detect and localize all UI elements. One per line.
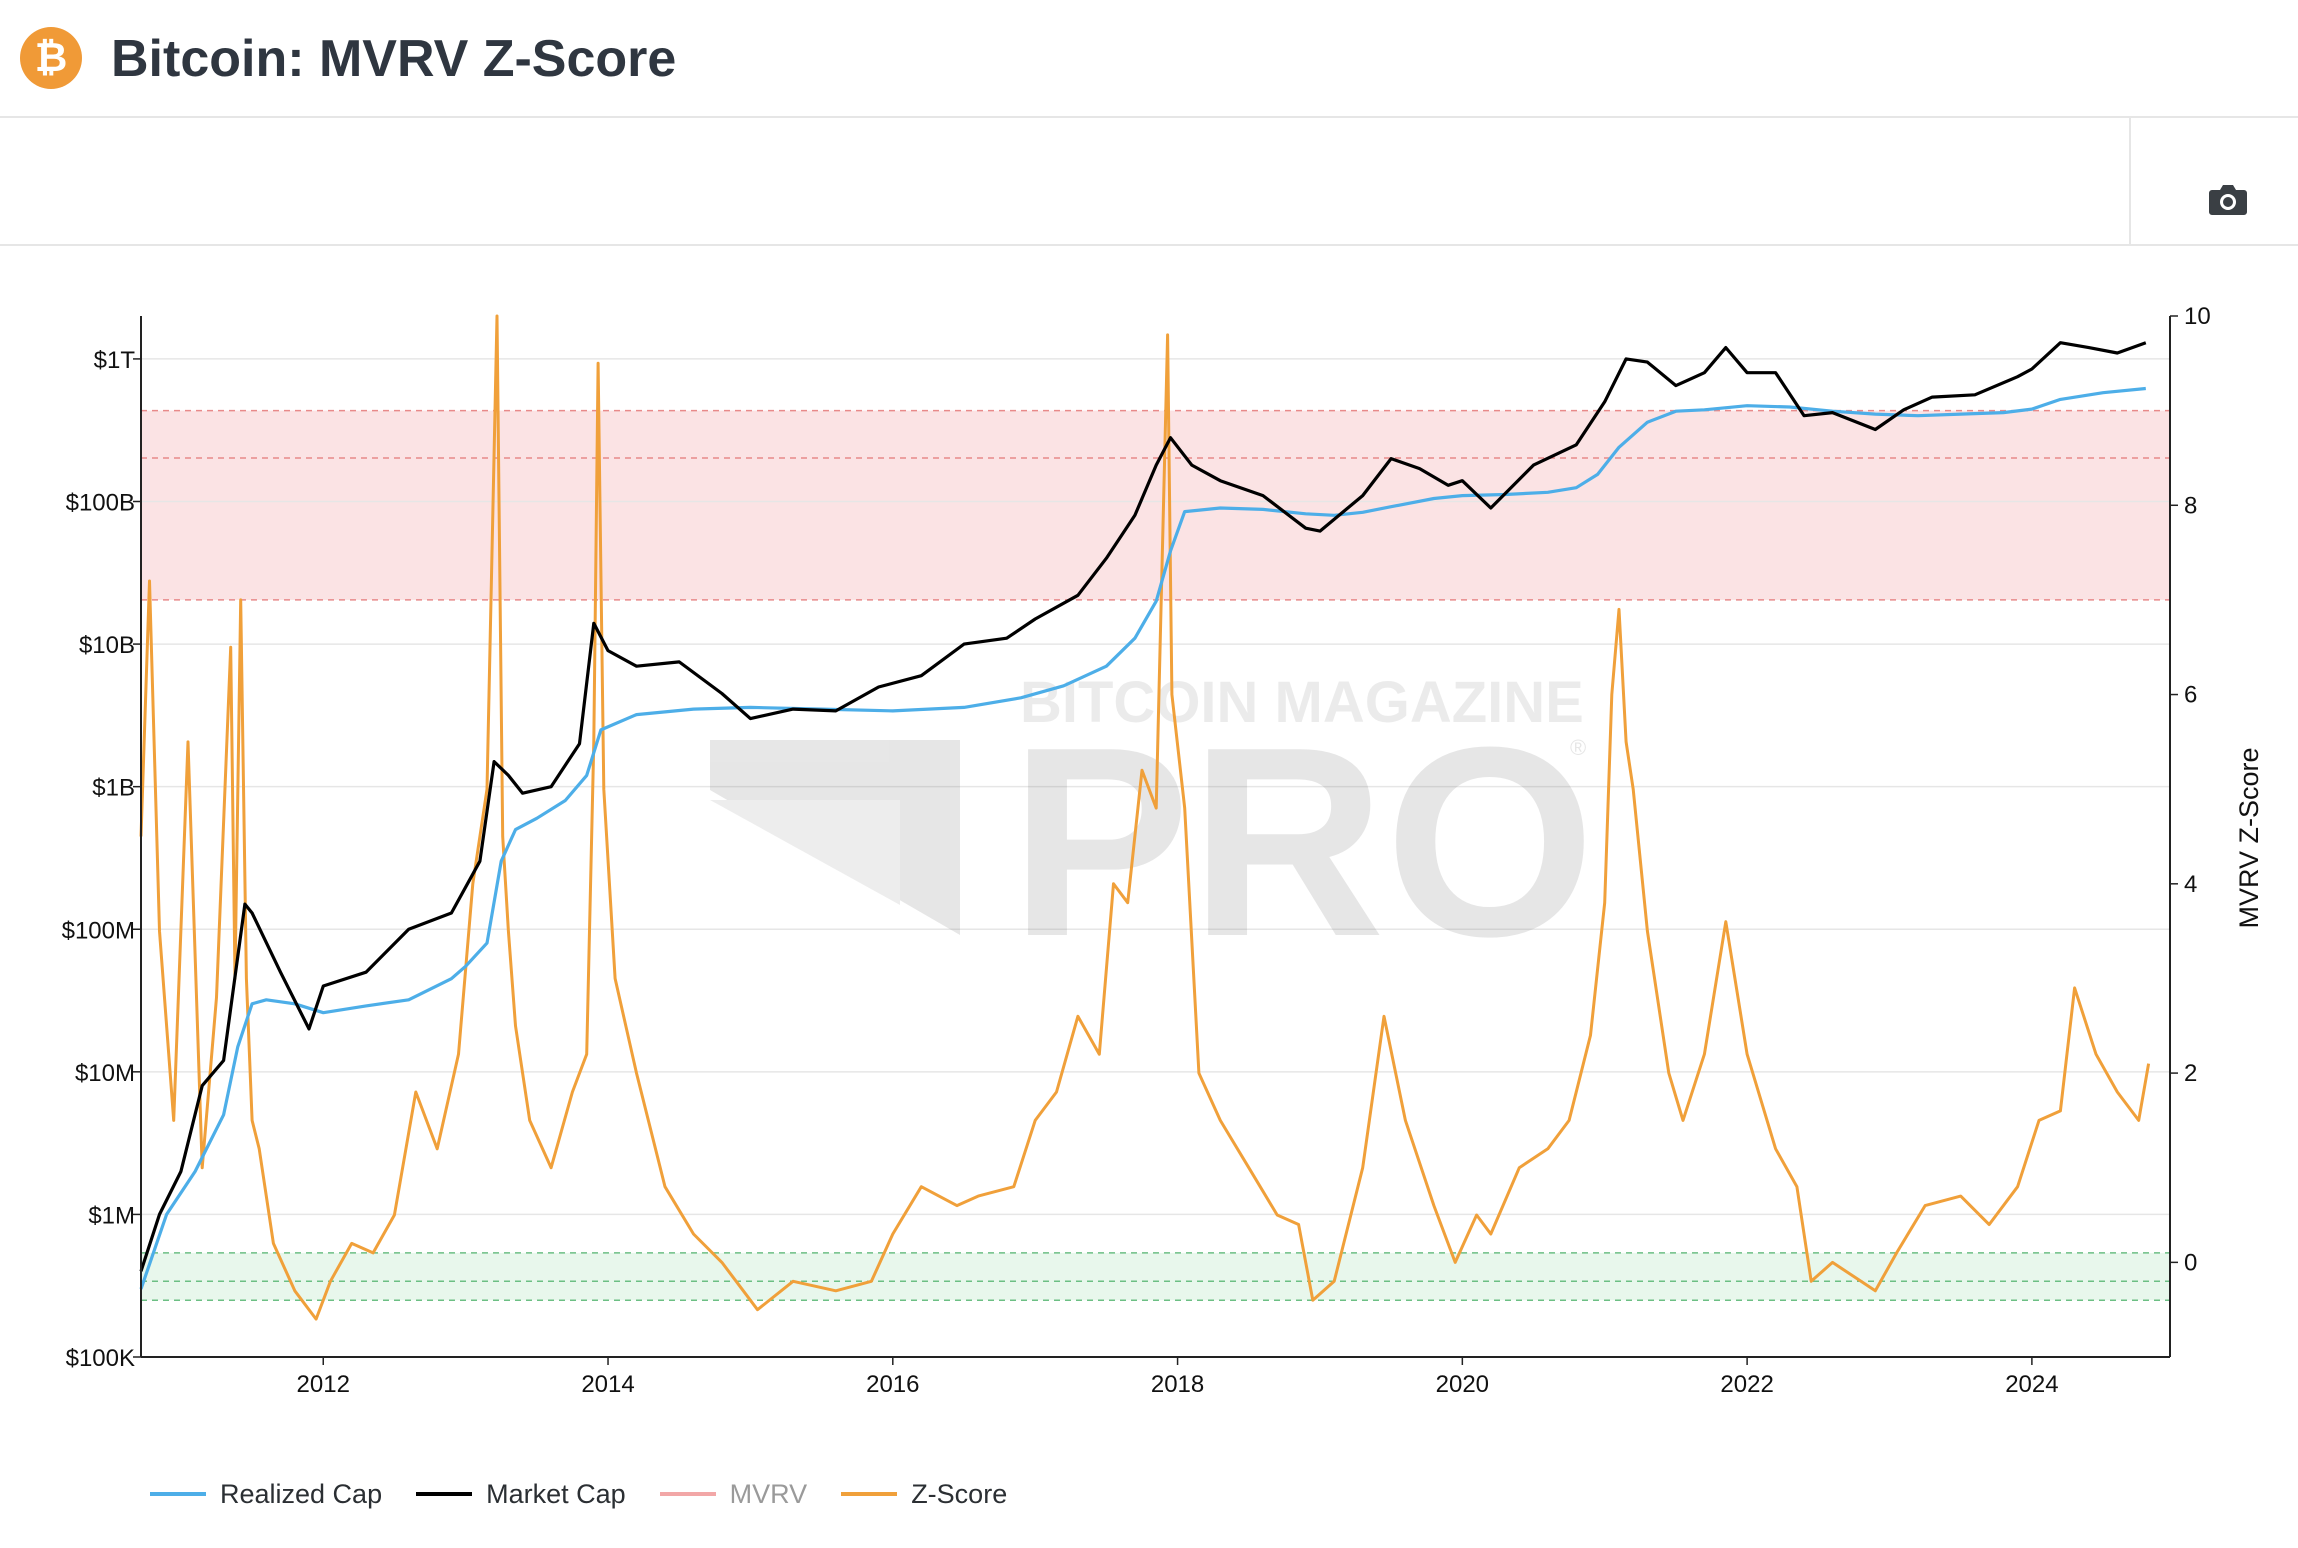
left-tick-label: $10B bbox=[79, 632, 135, 659]
watermark-logo-icon bbox=[710, 740, 960, 935]
left-tick-label: $100B bbox=[66, 490, 135, 517]
legend-item-realized-cap[interactable]: Realized Cap bbox=[150, 1479, 382, 1510]
realized-cap-line bbox=[139, 386, 2146, 1290]
toolbar-divider bbox=[2129, 118, 2131, 244]
bitcoin-logo-icon: ₿ bbox=[20, 27, 82, 89]
legend-swatch bbox=[150, 1492, 206, 1496]
right-tick-label: 10 bbox=[2184, 303, 2211, 330]
x-tick-label: 2014 bbox=[581, 1371, 634, 1398]
x-axis-ticks: 2012 2014 2016 2018 2020 2022 2024 bbox=[297, 1357, 2059, 1398]
right-tick-label: 2 bbox=[2184, 1060, 2197, 1087]
red-zone-band bbox=[141, 410, 2170, 600]
x-tick-label: 2024 bbox=[2005, 1371, 2058, 1398]
legend-swatch bbox=[659, 1492, 716, 1496]
watermark-mark: ® bbox=[1570, 735, 1586, 760]
left-tick-label: $1T bbox=[94, 347, 136, 374]
mvrv-zscore-chart: BITCOIN MAGAZINE PRO ® $100K $1M $10M $100M… bbox=[62, 303, 2264, 1398]
legend-label: MVRV bbox=[729, 1478, 808, 1509]
left-tick-label: $100M bbox=[62, 917, 135, 944]
right-tick-label: 8 bbox=[2184, 492, 2197, 519]
chart-legend: Realized Cap Market Cap MVRV Z-Score bbox=[150, 1474, 1041, 1514]
right-axis-label: MVRV Z-Score bbox=[2234, 747, 2264, 928]
page-header: ₿ Bitcoin: MVRV Z-Score bbox=[0, 0, 2298, 118]
x-tick-label: 2018 bbox=[1151, 1371, 1204, 1398]
x-tick-label: 2012 bbox=[297, 1371, 350, 1398]
right-tick-label: 6 bbox=[2184, 682, 2197, 709]
legend-item-z-score[interactable]: Z-Score bbox=[841, 1479, 1007, 1510]
left-axis-ticks: $100K $1M $10M $100M $1B $10B $100B $1T bbox=[62, 347, 141, 1372]
legend-label: Market Cap bbox=[486, 1478, 626, 1509]
page-title: Bitcoin: MVRV Z-Score bbox=[111, 30, 677, 88]
left-tick-label: $100K bbox=[66, 1345, 135, 1372]
x-tick-label: 2022 bbox=[1720, 1371, 1773, 1398]
watermark: BITCOIN MAGAZINE PRO ® bbox=[710, 670, 1595, 993]
watermark-line2: PRO bbox=[1010, 692, 1595, 993]
legend-label: Z-Score bbox=[911, 1478, 1008, 1509]
series-lines bbox=[139, 314, 2151, 1321]
watermark-line1: BITCOIN MAGAZINE bbox=[1020, 670, 1584, 735]
right-tick-label: 0 bbox=[2184, 1249, 2197, 1276]
left-tick-label: $10M bbox=[75, 1060, 135, 1087]
left-tick-label: $1M bbox=[88, 1202, 135, 1229]
green-zone-band bbox=[141, 1252, 2170, 1301]
legend-label: Realized Cap bbox=[220, 1478, 383, 1509]
camera-icon[interactable] bbox=[2208, 182, 2248, 216]
z-score-line bbox=[139, 314, 2151, 1321]
legend-item-market-cap[interactable]: Market Cap bbox=[416, 1479, 626, 1510]
right-tick-label: 4 bbox=[2184, 871, 2197, 898]
x-tick-label: 2020 bbox=[1436, 1371, 1489, 1398]
chart-toolbar bbox=[0, 118, 2298, 246]
legend-swatch bbox=[841, 1492, 898, 1496]
x-tick-label: 2016 bbox=[866, 1371, 919, 1398]
zone-bands bbox=[141, 409, 2170, 1301]
market-cap-line bbox=[139, 341, 2147, 1272]
left-tick-label: $1B bbox=[92, 775, 135, 802]
legend-swatch bbox=[416, 1492, 473, 1496]
axes bbox=[140, 316, 2171, 1358]
right-axis-ticks: 0 2 4 6 8 10 bbox=[2170, 303, 2211, 1276]
legend-item-mvrv[interactable]: MVRV bbox=[659, 1478, 808, 1510]
